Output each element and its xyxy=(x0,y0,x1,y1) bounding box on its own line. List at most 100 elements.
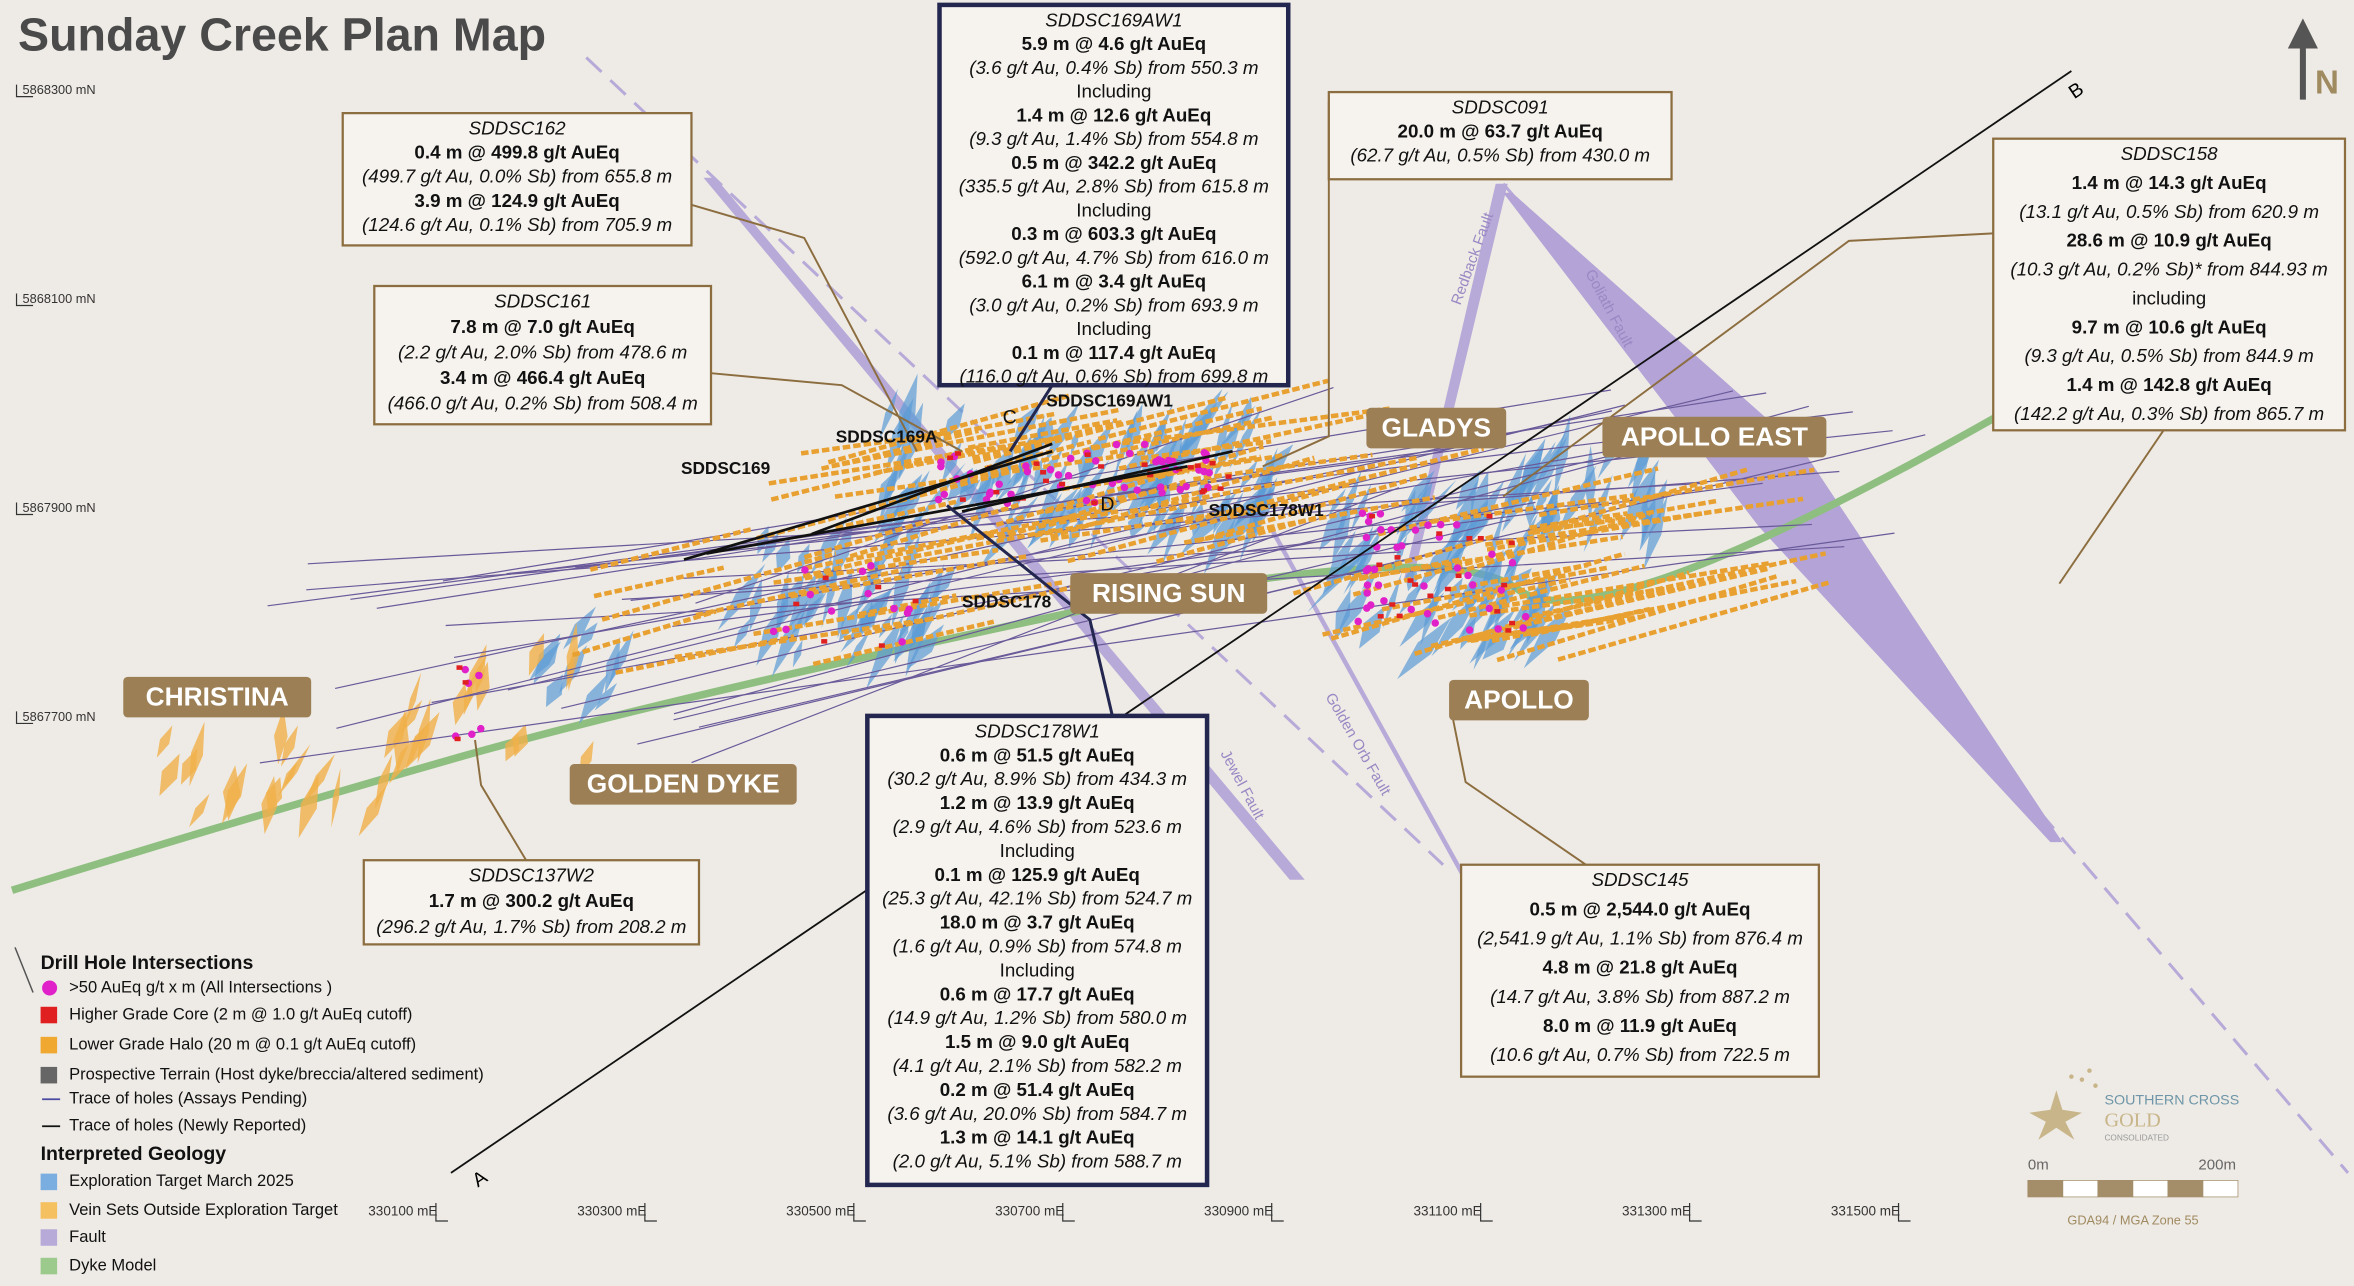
high-grade-intersection xyxy=(1091,457,1100,465)
vein-set xyxy=(156,725,173,758)
lower-grade-halo xyxy=(593,565,725,599)
exploration-target xyxy=(1431,588,1483,657)
vein-set xyxy=(463,678,473,716)
prospect-label: GLADYS xyxy=(1382,412,1492,442)
callout-line: 9.7 m @ 10.6 g/t AuEq xyxy=(2072,316,2267,337)
callout-hole-id: SDDSC091 xyxy=(1452,97,1549,118)
callout-line: (30.2 g/t Au, 8.9% Sb) from 434.3 m xyxy=(887,768,1187,789)
high-grade-intersection xyxy=(937,462,945,471)
lower-grade-halo xyxy=(831,407,1121,469)
grid-tick xyxy=(1271,1202,1284,1222)
vein-set xyxy=(389,728,425,784)
vein-set xyxy=(274,707,288,765)
grid-tick xyxy=(1688,1202,1702,1222)
lower-grade-halo xyxy=(1358,556,1466,582)
high-grade-intersection xyxy=(1431,619,1439,627)
scale-segment xyxy=(2027,1180,2064,1198)
grid-tick xyxy=(15,84,34,98)
high-grade-intersection xyxy=(1521,612,1530,621)
lower-grade-halo xyxy=(1330,551,1626,641)
northing-label: 5868300 mN xyxy=(23,82,96,97)
prospect-label: GOLDEN DYKE xyxy=(587,769,780,799)
callout-line: (9.3 g/t Au, 1.4% Sb) from 554.8 m xyxy=(969,128,1258,149)
higher-grade-core xyxy=(1509,620,1516,626)
lower-grade-halo xyxy=(804,506,1116,571)
scale-label: 0m xyxy=(2028,1156,2049,1173)
prospect-box xyxy=(1602,416,1827,458)
high-grade-intersection xyxy=(1374,581,1383,589)
higher-grade-core xyxy=(1494,609,1501,614)
exploration-target xyxy=(792,639,803,668)
northing-label: 5867900 mN xyxy=(23,500,96,515)
high-grade-intersection xyxy=(934,495,943,504)
callout-line: (14.7 g/t Au, 3.8% Sb) from 887.2 m xyxy=(1490,986,1790,1007)
callout-line: 0.3 m @ 603.3 g/t AuEq xyxy=(1011,223,1216,244)
high-grade-intersection xyxy=(985,490,994,498)
high-grade-intersection xyxy=(1420,582,1428,590)
high-grade-intersection xyxy=(1054,471,1063,479)
legend-item: Higher Grade Core (2 m @ 1.0 g/t AuEq cu… xyxy=(69,1004,412,1023)
legend-title: Interpreted Geology xyxy=(41,1143,227,1165)
higher-grade-core xyxy=(875,584,882,590)
grid-tick xyxy=(853,1202,866,1222)
higher-grade-core xyxy=(1377,614,1384,619)
lower-grade-halo xyxy=(975,508,1122,541)
grid-tick xyxy=(1062,1202,1075,1222)
lower-grade-halo xyxy=(812,619,995,667)
vein-set xyxy=(189,793,210,828)
exploration-target xyxy=(1524,495,1537,528)
higher-grade-core xyxy=(1427,593,1434,599)
north-arrow-head xyxy=(2287,18,2318,49)
scale-label: 200m xyxy=(2198,1156,2236,1173)
callout-box xyxy=(373,284,713,426)
legend-item: Fault xyxy=(69,1227,106,1246)
high-grade-intersection xyxy=(1497,586,1506,594)
hole-trace-pending xyxy=(307,482,1705,565)
high-grade-intersection xyxy=(1354,617,1362,626)
cross-section-label: D xyxy=(1100,494,1114,516)
high-grade-intersection xyxy=(1007,490,1015,499)
lower-grade-halo xyxy=(1184,446,1485,525)
grid-tick xyxy=(435,1202,448,1222)
higher-grade-core xyxy=(1141,462,1148,467)
callout-line: 0.1 m @ 117.4 g/t AuEq xyxy=(1012,342,1216,363)
lower-grade-halo xyxy=(1521,551,1827,621)
lower-grade-halo xyxy=(834,449,1154,499)
higher-grade-core xyxy=(793,601,800,607)
high-grade-intersection xyxy=(1464,571,1472,580)
legend-symbol xyxy=(40,1229,58,1246)
grid-tick xyxy=(15,711,34,725)
callout-line: 3.9 m @ 124.9 g/t AuEq xyxy=(414,190,619,211)
callout-box xyxy=(937,2,1291,388)
lower-grade-halo xyxy=(1155,514,1322,564)
exploration-target xyxy=(1541,432,1566,481)
lower-grade-halo xyxy=(1530,606,1651,637)
scale-datum: GDA94 / MGA Zone 55 xyxy=(2067,1212,2198,1227)
exploration-target xyxy=(776,572,789,637)
callout-box xyxy=(362,859,701,946)
callout-hole-id: SDDSC158 xyxy=(2121,143,2219,164)
high-grade-intersection xyxy=(1140,440,1149,449)
logo-star-dot xyxy=(2069,1074,2074,1079)
higher-grade-core xyxy=(454,736,461,742)
higher-grade-core xyxy=(1436,531,1443,536)
higher-grade-core xyxy=(1486,513,1493,519)
callout-line: (142.2 g/t Au, 0.3% Sb) from 865.7 m xyxy=(2014,403,2324,424)
lower-grade-halo xyxy=(601,551,837,622)
lower-grade-halo xyxy=(571,609,717,658)
higher-grade-core xyxy=(1376,562,1383,567)
vein-set xyxy=(304,754,335,803)
hole-label: SDDSC169AW1 xyxy=(1046,390,1173,410)
callout-line: (25.3 g/t Au, 42.1% Sb) from 524.7 m xyxy=(882,888,1192,909)
lower-grade-halo xyxy=(1413,570,1690,656)
exploration-target xyxy=(1554,414,1571,496)
high-grade-intersection xyxy=(1436,520,1445,529)
lower-grade-halo xyxy=(1090,406,1390,450)
callout-line: (499.7 g/t Au, 0.0% Sb) from 655.8 m xyxy=(362,166,672,187)
higher-grade-core xyxy=(1199,489,1206,495)
high-grade-intersection xyxy=(1152,458,1160,466)
high-grade-intersection xyxy=(475,671,483,680)
callout-line: 1.3 m @ 14.1 g/t AuEq xyxy=(940,1127,1135,1148)
higher-grade-core xyxy=(1098,464,1105,469)
